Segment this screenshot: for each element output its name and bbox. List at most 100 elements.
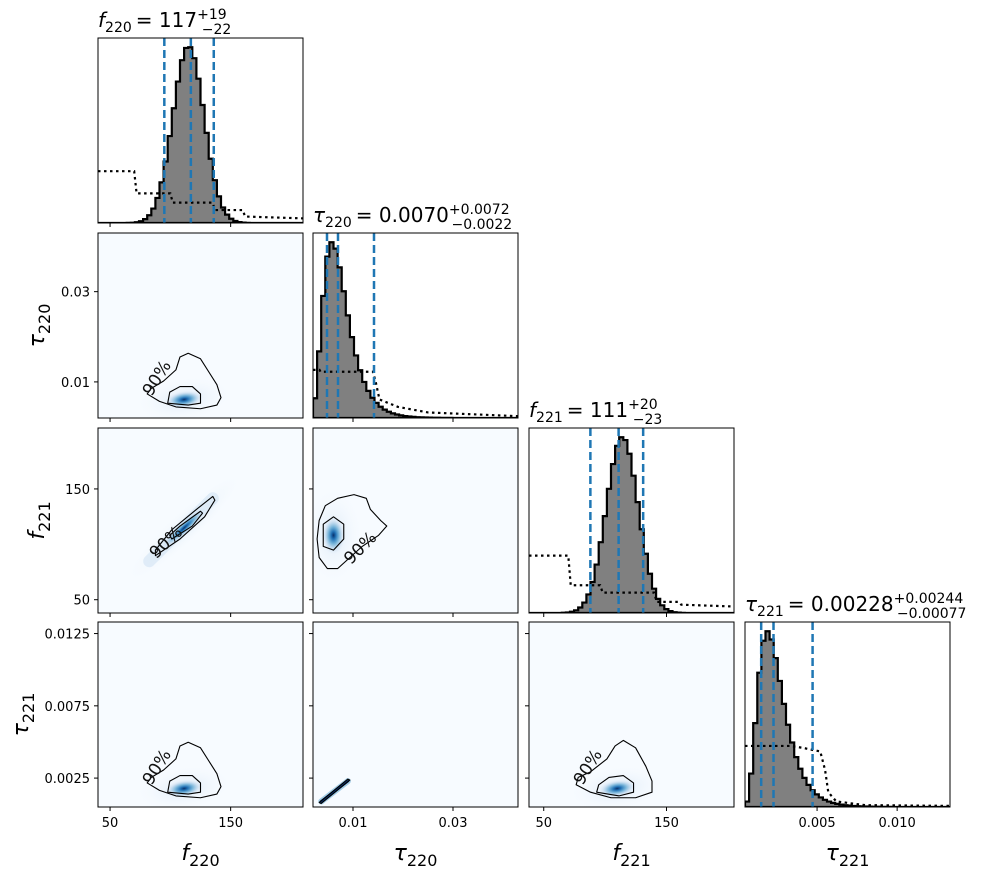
x-axis-subscript: 221: [839, 851, 870, 870]
title-plus: +20: [628, 397, 658, 413]
density-core: [319, 779, 350, 803]
y-tick-label: 0.0075: [45, 700, 91, 715]
title-symbol: f: [98, 8, 108, 32]
scatter-panel-tau220-f221: 90%: [313, 428, 518, 613]
title-tau220: τ220 = 0.0070+0.0072 −0.0022: [313, 202, 512, 233]
hist-panel-tau221: [745, 622, 950, 807]
contour-90: [146, 741, 222, 799]
panel-frame: [97, 37, 304, 224]
x-tick-label: 150: [654, 816, 679, 831]
title-value: 117: [159, 8, 197, 32]
x-tick-label: 0.03: [439, 816, 468, 831]
contour-50: [167, 386, 202, 406]
y-axis-symbol: τ: [25, 333, 50, 347]
x-axis-subscript: 220: [407, 851, 438, 870]
contour-90: [575, 739, 653, 799]
contour-90: [146, 352, 222, 410]
x-axis-label-tau221: τ221: [826, 841, 870, 870]
scatter-panel-f220-tau221: 90%: [98, 622, 303, 807]
x-axis-symbol: f: [181, 841, 192, 866]
title-equals: =: [788, 592, 811, 616]
contour-50: [596, 775, 635, 797]
x-axis-label-tau220: τ220: [394, 841, 438, 870]
x-axis-subscript: 221: [620, 851, 651, 870]
scatter-panel-f221-tau221: 90%: [529, 622, 734, 807]
title-plus: +0.00244: [894, 591, 964, 607]
title-symbol: τ: [745, 592, 758, 616]
panel-frame: [744, 621, 951, 808]
title-plus: +0.0072: [449, 202, 510, 218]
x-axis-subscript: 220: [189, 851, 220, 870]
hist-panel-f221: [529, 428, 734, 613]
prior-f221: [529, 554, 734, 608]
scatter-panel-f220-tau220: 90%: [98, 233, 303, 418]
panel-frame: [312, 621, 519, 808]
contour-50: [169, 510, 204, 540]
title-equals: =: [136, 8, 159, 32]
x-axis-symbol: τ: [394, 841, 408, 866]
title-minus: −0.00077: [897, 606, 967, 622]
y-axis-symbol: τ: [9, 722, 34, 736]
title-value: 111: [590, 398, 628, 422]
hist-panel-f220: [98, 38, 303, 223]
title-minus: −0.0022: [452, 217, 513, 233]
panel-frame: [528, 427, 735, 614]
x-tick-label: 50: [102, 816, 119, 831]
x-tick-label: 150: [218, 816, 243, 831]
y-axis-symbol: f: [25, 529, 50, 540]
y-tick-label: 0.01: [61, 376, 90, 391]
title-value: 0.0070: [379, 203, 449, 227]
title-tau221: τ221 = 0.00228+0.00244 −0.00077: [745, 591, 966, 622]
prior-tau220: [313, 368, 518, 418]
title-f221: f221 = 111+20 −23: [529, 397, 662, 428]
panel-frame: [97, 621, 304, 808]
y-tick-label: 0.0125: [45, 628, 91, 643]
title-minus: −23: [633, 412, 663, 428]
density-core: [321, 514, 346, 556]
panel-frame: [528, 621, 735, 808]
panel-frame: [97, 232, 304, 419]
y-tick-label: 0.03: [61, 286, 90, 301]
y-axis-label-tau221: τ221: [9, 693, 38, 737]
x-axis-label-f221: f221: [612, 841, 650, 870]
panel-frame: [312, 232, 519, 419]
contour-90: [316, 494, 388, 570]
y-axis-subscript: 220: [35, 304, 54, 335]
contour-50: [167, 775, 202, 795]
title-value: 0.00228: [811, 592, 894, 616]
contour-90: [318, 778, 351, 804]
y-tick-label: 50: [73, 594, 90, 609]
contour-50: [322, 516, 345, 551]
title-f220: f220 = 117+19 −22: [98, 7, 231, 38]
x-tick-label: 50: [535, 816, 552, 831]
contour-90: [154, 495, 216, 557]
panel-frame: [97, 427, 304, 614]
x-axis-label-f220: f220: [181, 841, 219, 870]
x-axis-symbol: τ: [826, 841, 840, 866]
title-symbol: f: [529, 398, 539, 422]
title-equals: =: [356, 203, 379, 227]
title-subscript: 221: [757, 604, 784, 620]
y-tick-label: 150: [65, 483, 90, 498]
y-tick-label: 0.0025: [45, 772, 91, 787]
title-plus: +19: [197, 7, 227, 23]
x-tick-label: 0.01: [339, 816, 368, 831]
y-axis-subscript: 221: [35, 501, 54, 532]
title-subscript: 221: [536, 410, 563, 426]
x-axis-symbol: f: [612, 841, 623, 866]
y-axis-label-f221: f221: [25, 501, 54, 539]
y-axis-subscript: 221: [19, 693, 38, 724]
title-symbol: τ: [313, 203, 326, 227]
hist-panel-tau220: [313, 233, 518, 418]
prior-tau221: [745, 744, 950, 807]
title-minus: −22: [202, 22, 232, 38]
y-axis-label-tau220: τ220: [25, 304, 54, 348]
title-equals: =: [567, 398, 590, 422]
x-tick-label: 0.010: [879, 816, 916, 831]
prior-f220: [98, 170, 303, 220]
scatter-panel-f220-f221: 90%: [98, 428, 303, 613]
title-subscript: 220: [105, 20, 132, 36]
x-tick-label: 0.005: [798, 816, 835, 831]
title-subscript: 220: [325, 215, 352, 231]
